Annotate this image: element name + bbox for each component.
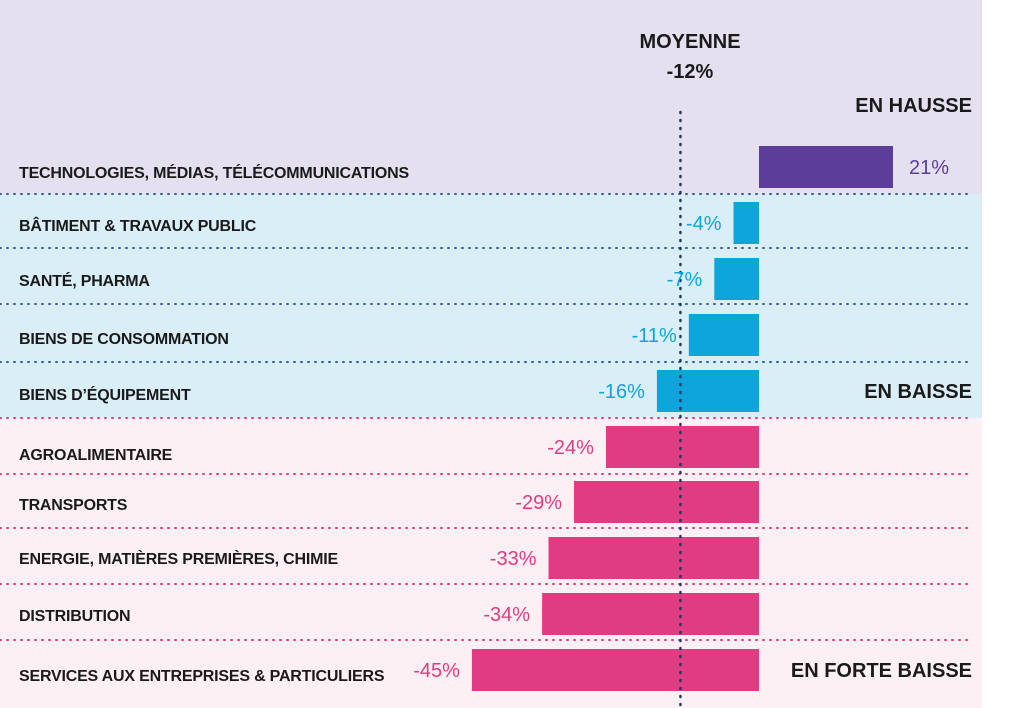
category-label: SERVICES AUX ENTREPRISES & PARTICULIERS — [19, 668, 385, 685]
group-label-en-baisse: EN BAISSE — [864, 381, 972, 403]
bar-batiment-travaux-public — [733, 202, 759, 244]
average-value: -12% — [667, 61, 714, 83]
bar-agroalimentaire — [605, 426, 759, 468]
bar-biens-de-consommation — [688, 314, 759, 356]
category-label: BÂTIMENT & TRAVAUX PUBLIC — [19, 216, 257, 235]
value-label: -16% — [598, 381, 645, 403]
bar-distribution — [542, 593, 759, 635]
value-label: -34% — [483, 604, 530, 626]
category-label: BIENS D’ÉQUIPEMENT — [19, 385, 191, 404]
bar-transports — [574, 481, 759, 523]
category-label: ENERGIE, MATIÈRES PREMIÈRES, CHIMIE — [19, 549, 338, 568]
value-label: -11% — [632, 325, 677, 347]
value-label: -24% — [547, 437, 594, 459]
group-labels: EN HAUSSE EN BAISSE EN FORTE BAISSE — [791, 95, 972, 682]
bar-energie-matieres-premieres-chimie — [548, 537, 759, 579]
row-separators — [0, 193, 973, 641]
value-labels: 21% -4% -7% -11% -16% -24% -29% -33% -34% -45% — [413, 157, 949, 682]
bar-services-aux-entreprises-particuliers — [471, 649, 759, 691]
bar-biens-d-equipement — [656, 370, 759, 412]
value-label: -45% — [413, 660, 460, 682]
group-label-en-forte-baisse: EN FORTE BAISSE — [791, 660, 972, 682]
bars — [471, 146, 893, 691]
category-labels: TECHNOLOGIES, MÉDIAS, TÉLÉCOMMUNICATIONS… — [19, 163, 410, 685]
bar-technologies-medias-telecommunications — [759, 146, 893, 188]
group-backgrounds — [0, 0, 982, 708]
value-label: -29% — [515, 492, 562, 514]
group-label-en-hausse: EN HAUSSE — [855, 95, 972, 117]
bar-sante-pharma — [714, 258, 759, 300]
group-background-en-baisse — [0, 194, 982, 418]
value-label: -4% — [686, 213, 722, 235]
category-label: BIENS DE CONSOMMATION — [19, 331, 229, 348]
value-label: -33% — [490, 548, 537, 570]
category-label: AGROALIMENTAIRE — [19, 447, 173, 464]
category-label: TRANSPORTS — [19, 497, 128, 514]
average-title: MOYENNE — [639, 31, 740, 53]
value-label: -7% — [667, 269, 703, 291]
category-label: SANTÉ, PHARMA — [19, 271, 150, 290]
value-label: 21% — [909, 157, 949, 179]
category-label: TECHNOLOGIES, MÉDIAS, TÉLÉCOMMUNICATIONS — [19, 163, 409, 182]
category-label: DISTRIBUTION — [19, 608, 130, 625]
